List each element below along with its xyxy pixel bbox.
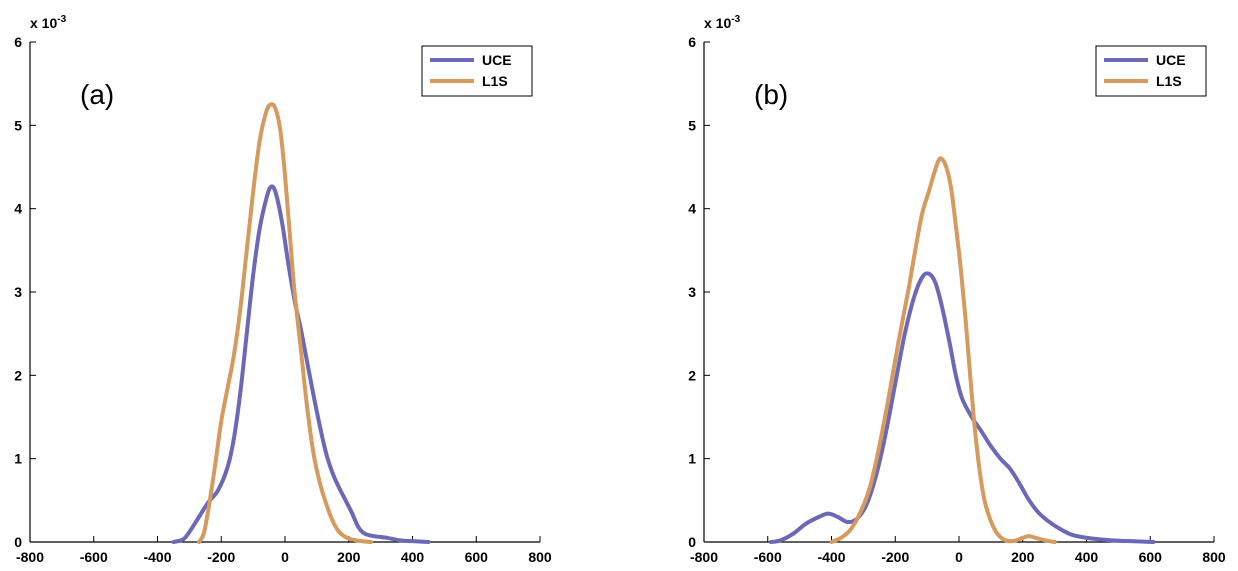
y-tick-label: 5 bbox=[688, 117, 696, 133]
panel-b: -800 -600 -400 -200 0 200 400 600 800 0 1 2 3 4 5 6 x 10… bbox=[688, 14, 1226, 565]
legend-label-uce: UCE bbox=[482, 52, 512, 68]
x-tick-label: -400 bbox=[817, 549, 845, 565]
x-tick-label: -800 bbox=[690, 549, 718, 565]
legend-label-l1s: L1S bbox=[1156, 73, 1182, 89]
legend-box bbox=[1095, 45, 1207, 97]
x-tick-label: 800 bbox=[528, 549, 552, 565]
series-line-l1s bbox=[196, 102, 374, 544]
x-tick-label: 800 bbox=[1202, 549, 1226, 565]
x-tick-label: 200 bbox=[337, 549, 361, 565]
x-tick-label: -800 bbox=[16, 549, 44, 565]
x-tick-label: 600 bbox=[465, 549, 489, 565]
panel-label: (a) bbox=[80, 79, 114, 110]
y-tick-label: 1 bbox=[688, 451, 696, 467]
legend-box bbox=[421, 45, 533, 97]
x-tick-label: -200 bbox=[207, 549, 235, 565]
y-exponent-power: -3 bbox=[57, 14, 66, 25]
x-tick-label: 200 bbox=[1011, 549, 1035, 565]
x-tick-label: 600 bbox=[1139, 549, 1163, 565]
x-tick-label: 400 bbox=[1075, 549, 1099, 565]
x-tick-label: 0 bbox=[955, 549, 963, 565]
y-tick-label: 1 bbox=[14, 451, 22, 467]
series-line-l1s bbox=[829, 156, 1057, 544]
legend-label-l1s: L1S bbox=[482, 73, 508, 89]
y-tick-label: 2 bbox=[14, 367, 22, 383]
legend-label-uce: UCE bbox=[1156, 52, 1186, 68]
series-line-uce bbox=[171, 184, 431, 544]
y-tick-label: 4 bbox=[688, 201, 696, 217]
x-tick-label: -600 bbox=[80, 549, 108, 565]
y-exponent-label: x 10-3 bbox=[704, 14, 741, 31]
y-tick-label: 0 bbox=[688, 534, 696, 550]
y-tick-label: 5 bbox=[14, 117, 22, 133]
y-tick-label: 3 bbox=[14, 284, 22, 300]
y-tick-label: 6 bbox=[14, 34, 22, 50]
x-tick-label: 0 bbox=[281, 549, 289, 565]
x-tick-label: -400 bbox=[143, 549, 171, 565]
y-tick-label: 0 bbox=[14, 534, 22, 550]
y-tick-label: 4 bbox=[14, 201, 22, 217]
panel-label: (b) bbox=[754, 79, 788, 110]
y-tick-label: 6 bbox=[688, 34, 696, 50]
x-tick-label: 400 bbox=[401, 549, 425, 565]
y-exponent-power: -3 bbox=[731, 14, 740, 25]
panel-a: -800 -600 -400 -200 0 200 400 600 800 0 1 2 3 4 5 6 x 10… bbox=[14, 14, 552, 565]
y-tick-label: 3 bbox=[688, 284, 696, 300]
y-tick-label: 2 bbox=[688, 367, 696, 383]
x-tick-label: -600 bbox=[754, 549, 782, 565]
x-tick-label: -200 bbox=[881, 549, 909, 565]
series-line-uce bbox=[768, 271, 1156, 544]
y-exponent-label: x 10-3 bbox=[30, 14, 67, 31]
